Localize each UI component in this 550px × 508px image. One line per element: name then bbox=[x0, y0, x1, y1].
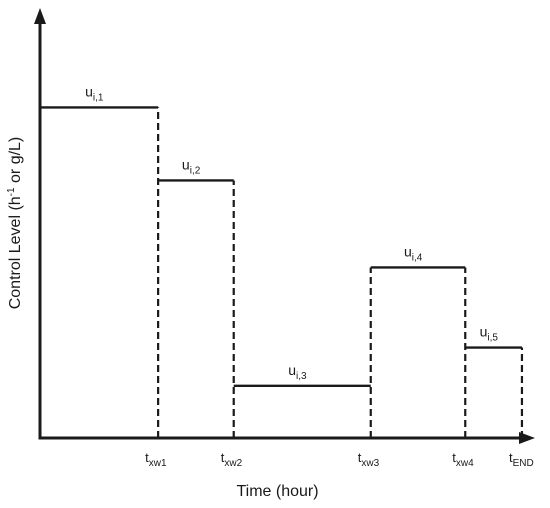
level-label-4: ui,4 bbox=[404, 243, 423, 263]
switch-time-label-xw4-sub: xw4 bbox=[456, 458, 474, 469]
level-label-4-sub: i,4 bbox=[412, 252, 423, 263]
switch-time-label-xw2: txw2 bbox=[221, 450, 243, 469]
y-axis-title-after: or g/L) bbox=[7, 137, 24, 188]
y-axis-title-before: Control Level (h bbox=[7, 196, 24, 309]
level-label-3-sub: i,3 bbox=[296, 371, 307, 382]
switch-time-label-end-main: t bbox=[509, 450, 513, 465]
level-label-3-main: u bbox=[288, 362, 296, 378]
control-level-labels: ui,1ui,2ui,3ui,4ui,5 bbox=[85, 83, 498, 381]
level-label-4-main: u bbox=[404, 243, 412, 259]
switch-time-label-xw1-main: t bbox=[145, 450, 149, 465]
control-level-segments bbox=[40, 106, 522, 387]
level-label-2: ui,2 bbox=[182, 156, 201, 176]
switch-time-label-xw4: txw4 bbox=[452, 450, 474, 469]
y-axis-arrow-icon bbox=[34, 8, 46, 24]
y-axis-title-superscript: -1 bbox=[6, 187, 17, 196]
level-label-2-sub: i,2 bbox=[190, 165, 201, 176]
level-label-5-sub: i,5 bbox=[487, 333, 498, 344]
level-label-1-main: u bbox=[85, 83, 93, 99]
switch-time-label-xw3-sub: xw3 bbox=[361, 458, 379, 469]
switch-time-label-xw2-main: t bbox=[221, 450, 225, 465]
switch-time-label-xw1-sub: xw1 bbox=[149, 458, 167, 469]
switch-time-lines bbox=[157, 107, 524, 438]
switch-time-label-end: tEND bbox=[509, 450, 534, 469]
level-label-5: ui,5 bbox=[480, 324, 499, 344]
level-label-3: ui,3 bbox=[288, 362, 307, 382]
axes-group bbox=[34, 8, 535, 444]
level-label-2-main: u bbox=[182, 156, 190, 172]
switch-time-label-xw3-main: t bbox=[358, 450, 362, 465]
switch-time-label-xw4-main: t bbox=[452, 450, 456, 465]
level-label-5-main: u bbox=[480, 324, 488, 340]
x-axis-title: Time (hour) bbox=[236, 483, 318, 500]
switch-time-label-end-sub: END bbox=[513, 458, 534, 469]
switch-time-label-xw2-sub: xw2 bbox=[224, 458, 242, 469]
level-label-1-sub: i,1 bbox=[93, 92, 104, 103]
switch-time-label-xw3: txw3 bbox=[358, 450, 380, 469]
y-axis-title: Control Level (h-1 or g/L) bbox=[6, 137, 24, 310]
switch-time-label-xw1: txw1 bbox=[145, 450, 167, 469]
level-label-1: ui,1 bbox=[85, 83, 104, 103]
switch-time-labels: txw1 txw2 txw3 txw4 tEND bbox=[145, 450, 534, 469]
